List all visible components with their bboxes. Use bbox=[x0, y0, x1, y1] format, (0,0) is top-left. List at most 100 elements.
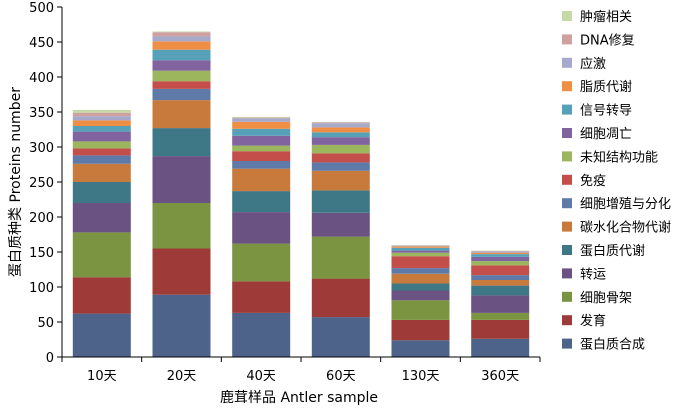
bar-segment-1-11 bbox=[72, 126, 131, 132]
y-axis-title: 蛋白质种类 Proteins number bbox=[8, 87, 24, 277]
bar-segment-4-13 bbox=[311, 123, 370, 128]
legend-label-5: 信号转导 bbox=[580, 104, 632, 119]
legend-swatch-2 bbox=[562, 34, 572, 45]
bar-segment-2-15 bbox=[152, 31, 211, 33]
legend-label-4: 脂质代谢 bbox=[580, 79, 632, 95]
bar-segment-6-11 bbox=[471, 254, 530, 257]
bar-segment-2-6 bbox=[152, 100, 211, 129]
legend-swatch-12 bbox=[562, 268, 572, 279]
legend: 肿瘤相关 DNA修复应激脂质代谢信号转导细胞凋亡未知结构功能免疫细胞增殖与分化碳水… bbox=[562, 9, 671, 353]
legend-swatch-8 bbox=[562, 174, 572, 185]
legend-label-14: 发育 bbox=[580, 313, 606, 329]
bar-segment-3-13 bbox=[232, 118, 291, 122]
bar-segment-6-9 bbox=[471, 261, 530, 266]
bar-segment-6-5 bbox=[471, 285, 530, 296]
bar-segment-5-7 bbox=[391, 268, 450, 274]
legend-swatch-5 bbox=[562, 104, 572, 115]
bar-segment-3-4 bbox=[232, 212, 291, 244]
bar-segment-1-10 bbox=[72, 131, 131, 142]
bar-segment-3-2 bbox=[232, 281, 291, 313]
bar-segment-6-4 bbox=[471, 295, 530, 313]
legend-label-13: 细胞骨架 bbox=[580, 291, 632, 306]
tick-labels-group: 0 50 100 150 200 250 300 350 400 450 500 10天 20天 40天 6… bbox=[29, 1, 519, 384]
bar-segment-6-7 bbox=[471, 275, 530, 280]
bar-segment-5-12 bbox=[391, 246, 450, 248]
legend-swatch-13 bbox=[562, 291, 572, 302]
legend-label-12: 转运 bbox=[580, 267, 606, 282]
legend-label-11: 蛋白质代谢 bbox=[580, 243, 645, 259]
bar-segment-2-3 bbox=[152, 203, 211, 249]
bar-segment-4-7 bbox=[311, 162, 370, 171]
y-tick-label-1: 0 bbox=[46, 351, 54, 366]
legend-label-1: 肿瘤相关 bbox=[580, 9, 632, 25]
x-tick-label-2: 20天 bbox=[167, 369, 197, 384]
bar-segment-4-9 bbox=[311, 144, 370, 154]
y-tick-label-10: 450 bbox=[29, 36, 54, 51]
bar-segment-1-12 bbox=[72, 120, 131, 126]
bar-segment-1-13 bbox=[72, 116, 131, 121]
y-tick-label-6: 250 bbox=[29, 176, 54, 191]
legend-label-2: DNA修复 bbox=[580, 33, 635, 48]
bar-segment-3-1 bbox=[232, 312, 291, 357]
bar-segment-5-6 bbox=[391, 273, 450, 284]
bar-segment-4-6 bbox=[311, 170, 370, 191]
x-tick-label-6: 360天 bbox=[481, 369, 519, 384]
bar-segment-2-8 bbox=[152, 81, 211, 89]
bar-segment-5-4 bbox=[391, 290, 450, 301]
legend-swatch-7 bbox=[562, 151, 572, 162]
bar-segment-5-13 bbox=[391, 245, 450, 247]
bar-segment-3-12 bbox=[232, 121, 291, 129]
bar-segment-6-12 bbox=[471, 252, 530, 255]
bar-segment-6-10 bbox=[471, 256, 530, 262]
bar-segment-2-2 bbox=[152, 248, 211, 295]
bar-segment-2-14 bbox=[152, 32, 211, 37]
x-tick-label-1: 10天 bbox=[87, 369, 117, 384]
legend-swatch-9 bbox=[562, 198, 572, 209]
bar-segment-1-8 bbox=[72, 148, 131, 156]
y-tick-label-2: 50 bbox=[37, 316, 54, 331]
bar-segment-1-2 bbox=[72, 277, 131, 314]
legend-label-8: 免疫 bbox=[580, 173, 606, 189]
bar-segment-5-1 bbox=[391, 340, 450, 357]
legend-label-3: 应激 bbox=[580, 56, 606, 72]
bar-segment-3-10 bbox=[232, 135, 291, 146]
bar-segment-4-10 bbox=[311, 137, 370, 145]
bar-segment-3-6 bbox=[232, 168, 291, 192]
bar-segment-1-5 bbox=[72, 182, 131, 203]
bar-segment-4-12 bbox=[311, 127, 370, 133]
bar-segment-1-7 bbox=[72, 155, 131, 164]
y-tick-label-7: 300 bbox=[29, 141, 54, 156]
x-tick-label-4: 60天 bbox=[326, 369, 356, 384]
bar-segment-2-13 bbox=[152, 36, 211, 42]
bar-segment-2-9 bbox=[152, 70, 211, 82]
bar-segment-6-1 bbox=[471, 338, 530, 357]
bar-segment-5-5 bbox=[391, 283, 450, 291]
y-tick-label-9: 400 bbox=[29, 71, 54, 86]
bar-segment-1-4 bbox=[72, 203, 131, 233]
legend-label-9: 细胞增殖与分化 bbox=[580, 196, 671, 212]
bar-segment-5-11 bbox=[391, 247, 450, 251]
legend-swatch-10 bbox=[562, 221, 572, 232]
legend-swatch-14 bbox=[562, 315, 572, 326]
bar-segment-1-3 bbox=[72, 232, 131, 278]
bar-segment-3-15 bbox=[232, 116, 291, 118]
bar-segment-4-14 bbox=[311, 122, 370, 124]
bar-segment-4-5 bbox=[311, 190, 370, 213]
bar-segment-6-8 bbox=[471, 265, 530, 276]
bar-segment-5-3 bbox=[391, 300, 450, 320]
bar-segment-6-6 bbox=[471, 280, 530, 286]
bar-segment-1-14 bbox=[72, 112, 131, 117]
bar-segment-2-1 bbox=[152, 294, 211, 357]
bar-segment-1-1 bbox=[72, 313, 131, 357]
bar-segment-1-9 bbox=[72, 141, 131, 149]
bar-segment-5-8 bbox=[391, 256, 450, 269]
bar-segment-3-7 bbox=[232, 161, 291, 169]
y-tick-label-5: 200 bbox=[29, 211, 54, 226]
bar-segment-4-8 bbox=[311, 153, 370, 163]
y-tick-label-11: 500 bbox=[29, 1, 54, 16]
bar-segment-6-2 bbox=[471, 319, 530, 339]
legend-label-15: 蛋白质合成 bbox=[580, 337, 645, 353]
bars-group bbox=[72, 31, 530, 357]
legend-swatch-15 bbox=[562, 338, 572, 349]
